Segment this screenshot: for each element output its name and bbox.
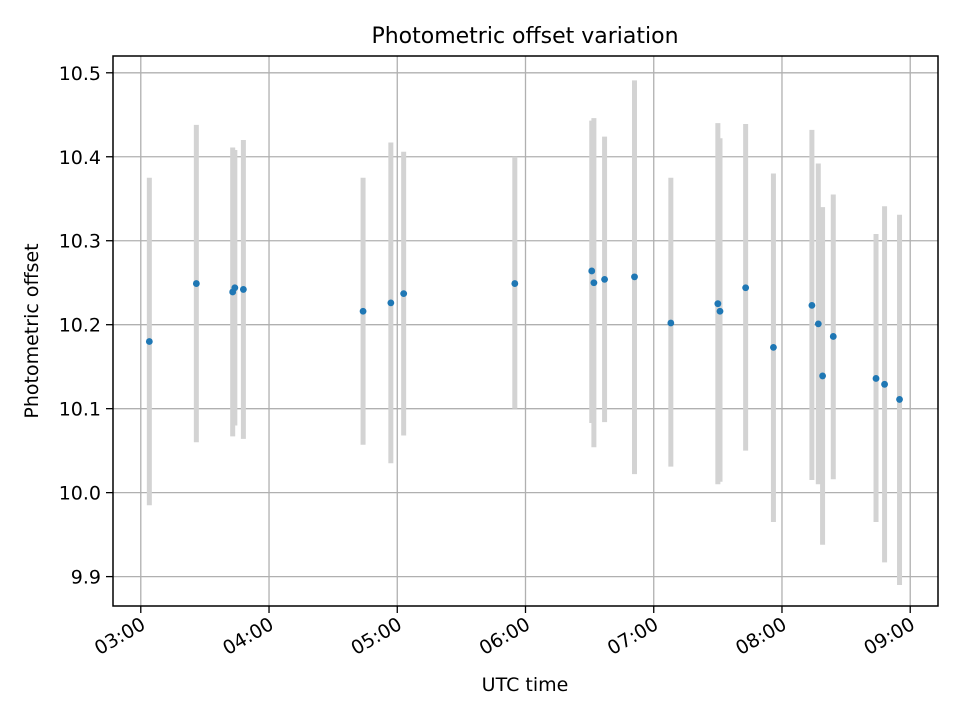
x-tick-label: 03:00	[91, 613, 149, 659]
x-tick-label: 07:00	[604, 613, 662, 659]
data-point	[716, 307, 724, 315]
y-tick-label: 9.9	[71, 567, 101, 589]
data-point	[881, 380, 888, 388]
data-point	[714, 300, 722, 308]
y-axis-label: Photometric offset	[21, 243, 43, 418]
data-point	[667, 319, 675, 327]
x-tick-label: 08:00	[732, 613, 790, 659]
data-point	[896, 396, 903, 403]
data-point	[601, 275, 608, 283]
data-point	[400, 290, 408, 298]
grid	[113, 56, 938, 606]
y-tick-label: 10.4	[59, 147, 101, 169]
y-tick-label: 10.0	[59, 483, 101, 505]
data-point	[829, 333, 837, 340]
chart-title: Photometric offset variation	[371, 24, 678, 49]
data-point	[511, 280, 519, 287]
y-tick-label: 10.2	[59, 315, 101, 337]
data-point	[814, 320, 822, 328]
y-axis: 9.9 10.0 10.1 10.2 10.3 10.4 10.5	[59, 63, 113, 589]
data-point	[387, 299, 395, 307]
x-tick-label: 09:00	[860, 613, 918, 659]
data-point	[770, 343, 777, 351]
data-points	[145, 267, 903, 403]
y-tick-label: 10.3	[59, 231, 101, 253]
data-point	[145, 338, 153, 345]
x-tick-label: 05:00	[347, 613, 405, 659]
data-point	[231, 284, 239, 292]
error-bars	[146, 80, 903, 586]
data-point	[588, 267, 596, 275]
data-point	[742, 284, 750, 292]
data-point	[590, 279, 598, 287]
data-point	[239, 286, 247, 293]
data-point	[808, 301, 816, 309]
y-tick-label: 10.5	[59, 63, 101, 85]
data-point	[872, 375, 880, 382]
data-point	[359, 307, 367, 315]
x-tick-label: 04:00	[219, 613, 277, 659]
data-point	[819, 372, 826, 380]
x-axis: 03:00 04:00 05:00 06:00 07:00 08:00 09:00	[91, 606, 919, 660]
x-axis-label: UTC time	[482, 674, 569, 696]
data-point	[192, 280, 200, 287]
y-tick-label: 10.1	[59, 399, 101, 421]
x-tick-label: 06:00	[476, 613, 534, 659]
data-point	[631, 273, 638, 281]
